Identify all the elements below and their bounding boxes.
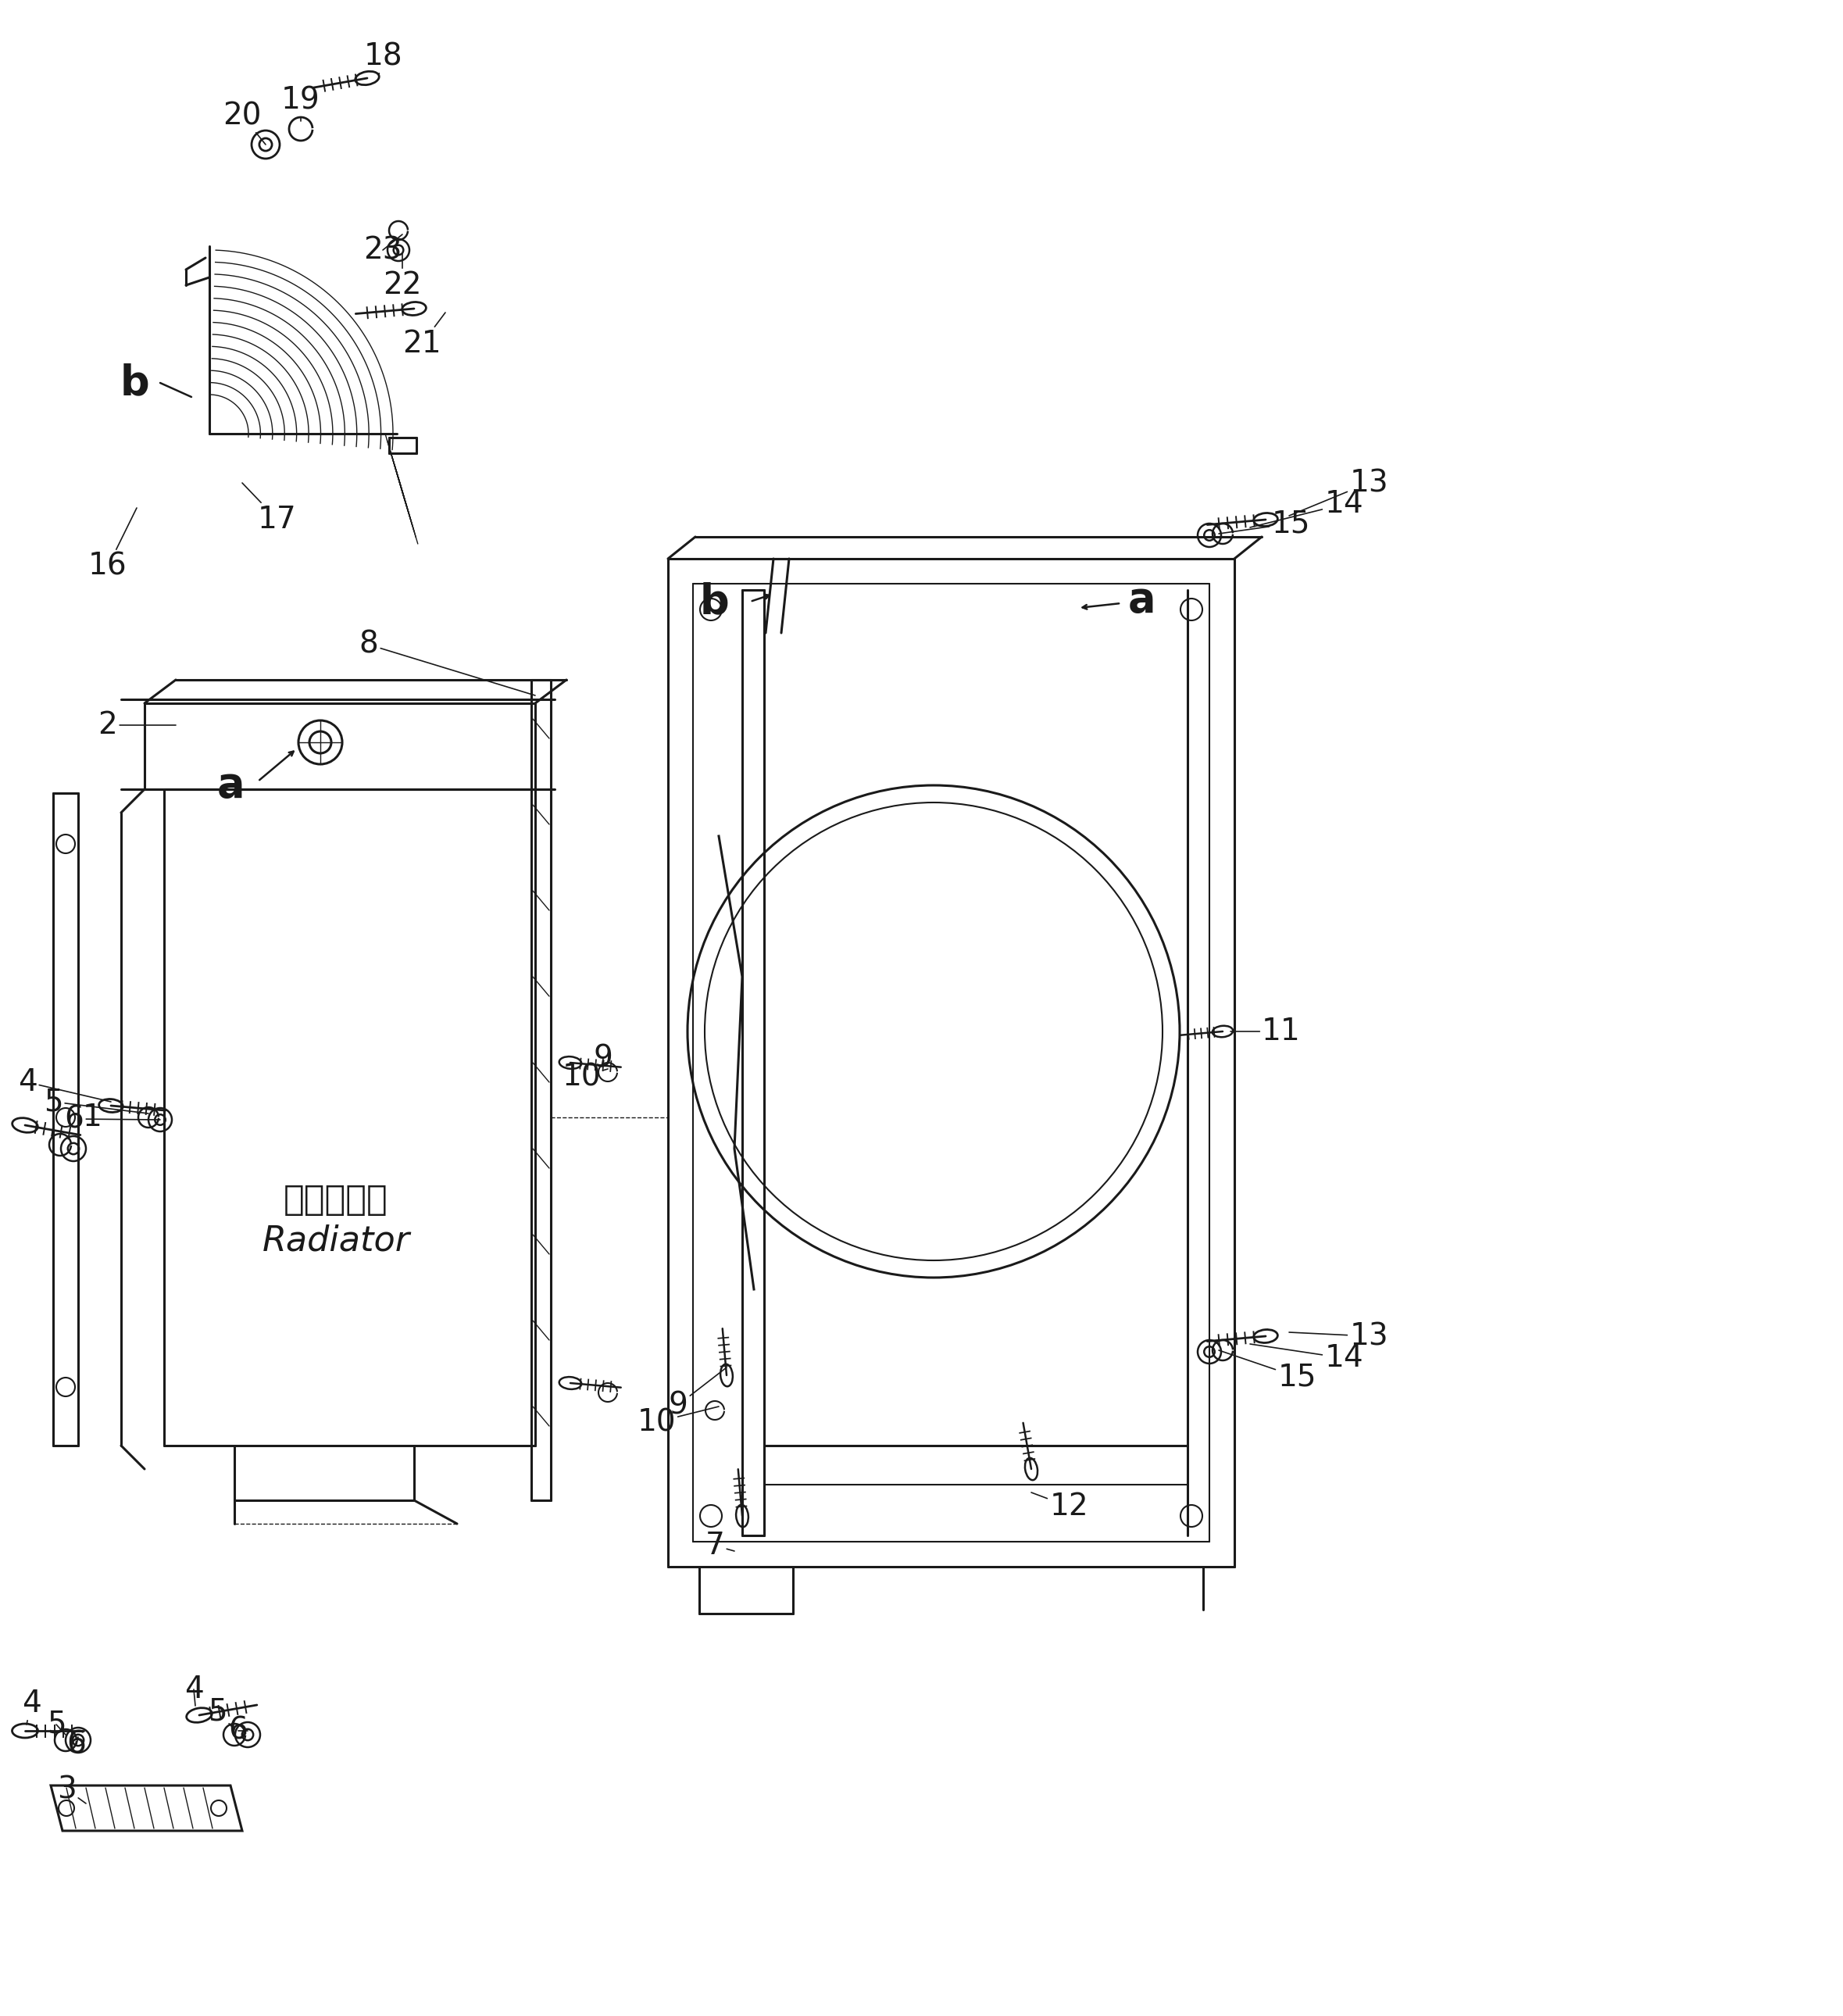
- Ellipse shape: [735, 1504, 748, 1526]
- Text: 14: 14: [1250, 1343, 1364, 1373]
- Text: 4: 4: [18, 1066, 111, 1103]
- Text: b: b: [120, 363, 149, 403]
- Ellipse shape: [1213, 1026, 1233, 1036]
- Text: 15: 15: [1218, 1351, 1316, 1391]
- Text: 20: 20: [223, 101, 265, 145]
- Text: 21: 21: [402, 312, 446, 359]
- Text: a: a: [217, 764, 245, 806]
- Text: 9: 9: [669, 1367, 726, 1419]
- Text: 13: 13: [1288, 1320, 1388, 1351]
- Text: 22: 22: [383, 254, 422, 300]
- Ellipse shape: [186, 1708, 212, 1722]
- Text: 1: 1: [77, 1103, 101, 1133]
- Ellipse shape: [356, 71, 380, 85]
- Ellipse shape: [13, 1724, 39, 1738]
- Circle shape: [61, 1137, 87, 1161]
- Circle shape: [149, 1109, 171, 1131]
- Text: 5: 5: [46, 1710, 66, 1740]
- Circle shape: [66, 1728, 90, 1752]
- Text: 10: 10: [562, 1062, 608, 1091]
- Circle shape: [387, 240, 409, 260]
- Text: 3: 3: [57, 1774, 87, 1804]
- Text: 9: 9: [593, 1044, 614, 1075]
- Ellipse shape: [558, 1056, 581, 1068]
- Text: 6: 6: [65, 1105, 160, 1133]
- Ellipse shape: [13, 1119, 37, 1133]
- Ellipse shape: [402, 302, 426, 314]
- Text: 10: 10: [638, 1407, 719, 1437]
- Text: 6: 6: [229, 1716, 249, 1746]
- Circle shape: [1198, 1341, 1222, 1363]
- Text: 8: 8: [359, 629, 534, 696]
- Text: 13: 13: [1288, 468, 1388, 516]
- Text: 14: 14: [1250, 490, 1364, 528]
- Text: 23: 23: [363, 234, 402, 264]
- Text: 18: 18: [363, 42, 402, 75]
- Ellipse shape: [1025, 1458, 1038, 1480]
- Text: 4: 4: [22, 1689, 41, 1724]
- Text: 7: 7: [706, 1530, 734, 1560]
- Text: a: a: [1128, 581, 1156, 621]
- Ellipse shape: [721, 1365, 734, 1387]
- Text: 5: 5: [44, 1087, 149, 1117]
- Text: 15: 15: [1218, 508, 1310, 538]
- Text: 12: 12: [1032, 1492, 1087, 1522]
- Circle shape: [236, 1722, 260, 1748]
- Text: 19: 19: [282, 85, 321, 121]
- Text: b: b: [700, 581, 730, 623]
- Ellipse shape: [1253, 1331, 1277, 1343]
- Text: 6: 6: [66, 1730, 87, 1758]
- Ellipse shape: [558, 1377, 581, 1389]
- Circle shape: [299, 720, 343, 764]
- Text: 16: 16: [88, 508, 136, 581]
- Ellipse shape: [1253, 512, 1277, 526]
- Text: 2: 2: [98, 710, 175, 740]
- Text: Radiator: Radiator: [262, 1224, 409, 1258]
- Circle shape: [1198, 524, 1222, 546]
- Text: 4: 4: [184, 1675, 203, 1706]
- Text: 11: 11: [1231, 1016, 1301, 1046]
- Text: 5: 5: [208, 1695, 234, 1730]
- Ellipse shape: [100, 1099, 123, 1113]
- Text: 17: 17: [241, 484, 297, 534]
- Text: ラジェータ: ラジェータ: [284, 1183, 389, 1216]
- Circle shape: [251, 131, 280, 159]
